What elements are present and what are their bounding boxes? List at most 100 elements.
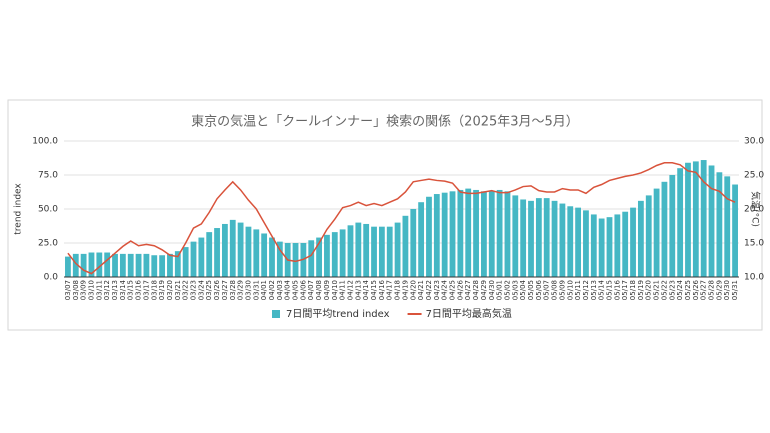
x-tick-label: 03/10: [87, 280, 95, 300]
x-tick-label: 03/09: [80, 280, 88, 300]
bar: [622, 211, 629, 277]
bar: [355, 222, 362, 277]
bar: [198, 237, 205, 277]
x-tick-label: 03/23: [190, 280, 198, 300]
x-tick-label: 05/04: [519, 279, 527, 300]
bar: [473, 189, 479, 277]
x-tick-label: 03/17: [142, 280, 150, 300]
x-tick-label: 04/09: [323, 280, 331, 300]
bar: [402, 215, 409, 277]
y-tick-label: 75.0: [38, 171, 58, 181]
bar: [528, 200, 534, 277]
x-tick-label: 05/06: [535, 279, 543, 300]
bar: [206, 232, 213, 277]
bar: [661, 181, 668, 277]
bar: [449, 191, 456, 277]
x-tick-label: 05/05: [527, 280, 535, 300]
x-tick-label: 05/23: [668, 280, 676, 300]
bar: [441, 192, 448, 277]
bar: [221, 223, 228, 277]
bar: [551, 200, 558, 277]
x-tick-label: 04/25: [449, 280, 457, 300]
y-tick-label: 50.0: [38, 205, 58, 215]
bar: [669, 175, 676, 277]
x-tick-label: 03/24: [197, 279, 205, 300]
bar: [543, 198, 550, 277]
bar: [559, 203, 566, 277]
bar: [276, 241, 283, 277]
bar: [80, 253, 87, 277]
x-tick-label: 03/27: [221, 280, 229, 300]
y-tick-label: 25.0: [38, 239, 58, 249]
x-tick-label: 03/26: [213, 279, 221, 300]
x-tick-label: 04/24: [441, 279, 449, 300]
x-tick-label: 04/14: [362, 279, 370, 300]
bar: [716, 172, 723, 277]
bar: [104, 252, 111, 277]
x-tick-label: 03/28: [229, 280, 237, 300]
x-tick-label: 04/28: [472, 280, 480, 300]
bar: [512, 195, 519, 277]
x-tick-label: 05/21: [653, 280, 661, 300]
chart-title: 東京の気温と「クールインナー」検索の関係（2025年3月〜5月）: [191, 114, 579, 130]
bar: [261, 233, 268, 277]
bar: [127, 253, 134, 277]
bar: [567, 206, 574, 277]
bar: [378, 226, 385, 277]
x-tick-label: 05/18: [629, 280, 637, 300]
x-tick-label: 04/27: [464, 280, 472, 300]
x-tick-label: 03/14: [119, 279, 127, 300]
x-tick-label: 05/24: [676, 279, 684, 300]
bar: [575, 207, 582, 277]
bar: [339, 229, 346, 277]
x-tick-label: 05/09: [558, 280, 566, 300]
x-tick-label: 03/15: [127, 280, 135, 300]
x-tick-label: 03/08: [72, 280, 80, 300]
x-tick-label: 03/20: [166, 280, 174, 300]
bar: [418, 202, 425, 277]
bar: [331, 232, 338, 277]
y-axis-title: trend index: [14, 183, 24, 235]
x-tick-label: 04/03: [276, 280, 284, 300]
x-tick-label: 04/12: [346, 280, 354, 300]
x-tick-label: 04/02: [268, 280, 276, 300]
bar: [488, 191, 495, 277]
x-tick-label: 05/31: [731, 280, 739, 300]
bar: [88, 252, 95, 277]
x-tick-label: 03/29: [237, 280, 245, 300]
x-tick-label: 05/25: [684, 280, 692, 300]
x-tick-label: 05/22: [660, 280, 668, 300]
x-tick-label: 05/11: [574, 280, 582, 300]
x-tick-label: 04/06: [299, 279, 307, 300]
line: [67, 162, 736, 275]
x-tick-label: 05/20: [645, 280, 653, 300]
x-tick-label: 04/19: [401, 280, 409, 300]
bar: [159, 255, 166, 277]
x-tick-label: 05/13: [590, 280, 598, 300]
x-tick-label: 03/16: [135, 279, 143, 300]
bar: [386, 226, 393, 277]
bar: [167, 253, 173, 277]
x-tick-label: 05/16: [613, 279, 621, 300]
x-tick-label: 03/07: [64, 280, 72, 300]
bar: [598, 218, 605, 277]
legend-label: 7日間平均trend index: [286, 308, 390, 320]
bar: [724, 176, 731, 277]
bar: [732, 184, 738, 277]
bar: [677, 168, 684, 277]
y2-tick-label: 30.0: [744, 137, 764, 147]
bar: [535, 198, 542, 277]
x-tick-label: 04/30: [488, 280, 496, 300]
x-tick-label: 04/05: [292, 280, 300, 300]
y2-tick-label: 20.0: [744, 205, 764, 215]
bar: [371, 226, 377, 277]
x-tick-label: 04/18: [394, 280, 402, 300]
x-tick-label: 04/01: [260, 280, 268, 300]
x-tick-label: 05/01: [496, 280, 504, 300]
bar: [520, 199, 527, 277]
bar: [496, 189, 503, 277]
bar: [637, 200, 644, 277]
bar: [653, 188, 660, 277]
bar: [410, 209, 417, 277]
x-tick-label: 03/31: [252, 280, 260, 300]
